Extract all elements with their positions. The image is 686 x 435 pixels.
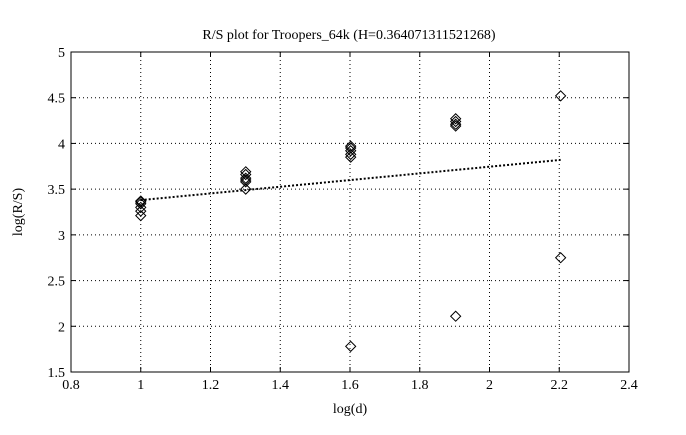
y-tick-label: 3.5 xyxy=(48,183,66,198)
x-tick-label: 1.8 xyxy=(411,378,429,393)
diamond-marker xyxy=(240,174,252,186)
chart-title: R/S plot for Troopers_64k (H=0.364071311… xyxy=(202,28,496,43)
y-tick-label: 2 xyxy=(58,320,65,335)
data-points xyxy=(135,90,567,353)
axis-ticks: 0.8 1 1.2 1.4 1.6 1.8 2 2.2 2.4 1.5 2 2.5 3 3.5 4 4.5 5 xyxy=(48,46,638,393)
diamond-marker xyxy=(240,166,252,178)
x-tick-label: 1.6 xyxy=(341,378,359,393)
y-tick-label: 4 xyxy=(58,137,65,152)
diamond-marker xyxy=(449,113,462,125)
x-tick-label: 0.8 xyxy=(62,378,80,393)
y-tick-label: 2.5 xyxy=(48,275,66,290)
fit-line xyxy=(140,158,561,202)
diamond-marker xyxy=(449,310,462,322)
diamond-marker xyxy=(554,90,567,102)
diamond-marker xyxy=(449,120,462,132)
diamond-marker xyxy=(344,142,357,154)
diamond-marker xyxy=(344,340,357,353)
x-axis-title: log(d) xyxy=(333,402,368,417)
x-tick-label: 2.4 xyxy=(620,378,638,393)
x-tick-label: 2 xyxy=(486,378,493,393)
x-tick-label: 2.2 xyxy=(551,378,569,393)
diamond-marker xyxy=(554,252,567,264)
y-axis-title: log(R/S) xyxy=(11,188,26,237)
grid-lines xyxy=(71,52,629,372)
diamond-marker xyxy=(344,140,357,152)
y-tick-label: 5 xyxy=(58,46,65,61)
y-tick-label: 1.5 xyxy=(48,366,66,381)
fit-line-layer xyxy=(140,158,561,202)
x-tick-label: 1 xyxy=(137,378,144,393)
diamond-marker xyxy=(135,195,147,207)
y-tick-label: 3 xyxy=(58,229,65,244)
diamond-marker xyxy=(135,196,147,208)
x-tick-label: 1.4 xyxy=(272,378,290,393)
diamond-marker xyxy=(240,183,252,195)
diamond-marker xyxy=(135,209,147,222)
x-tick-label: 1.2 xyxy=(202,378,220,393)
y-tick-label: 4.5 xyxy=(48,92,66,107)
